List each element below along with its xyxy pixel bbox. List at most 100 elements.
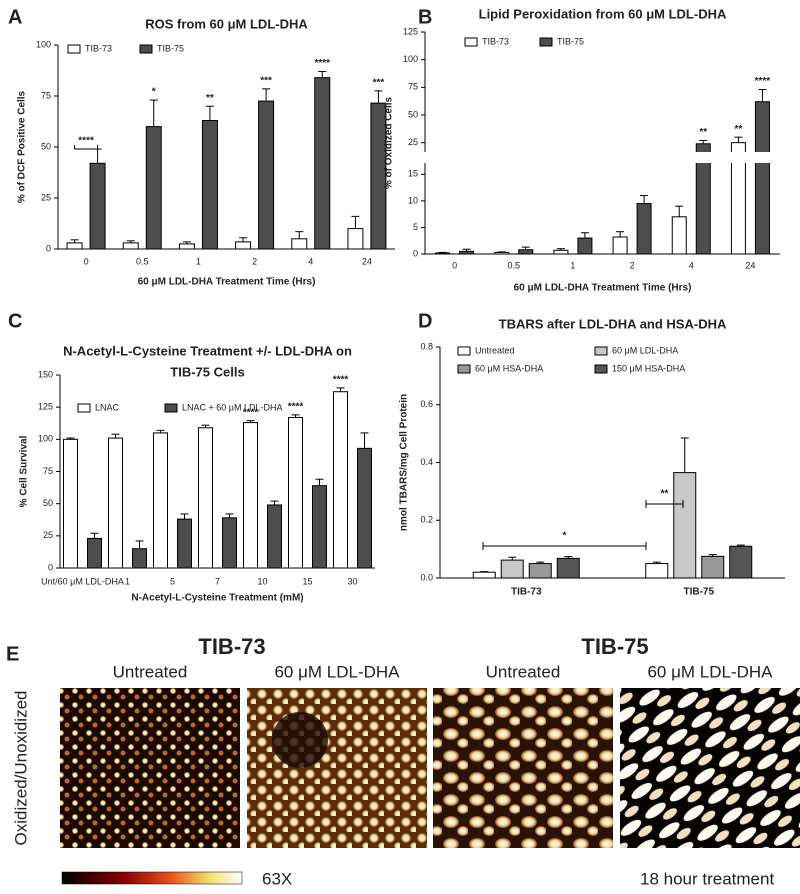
bar xyxy=(577,237,593,255)
bar xyxy=(222,517,237,569)
legend-label: TIB-75 xyxy=(157,43,184,53)
bar xyxy=(243,422,258,569)
significance: ** xyxy=(735,124,743,135)
note: 18 hour treatment xyxy=(640,869,774,888)
y-tick-label: 15 xyxy=(408,169,418,179)
image-label: Untreated xyxy=(486,662,561,681)
bar xyxy=(518,249,534,255)
bar xyxy=(500,559,524,579)
bar xyxy=(312,485,327,569)
micrograph xyxy=(60,688,240,848)
y-tick-label: 0.0 xyxy=(420,572,433,582)
bracket xyxy=(482,542,647,550)
legend-label: TIB-75 xyxy=(557,36,584,46)
legend-swatch xyxy=(139,44,153,54)
y-tick-label: 0.8 xyxy=(420,341,433,351)
panel-letter: B xyxy=(418,6,432,28)
bar xyxy=(198,427,213,569)
x-axis-label: 60 μM LDL-DHA Treatment Time (Hrs) xyxy=(138,277,316,288)
group-title: TIB-73 xyxy=(198,634,265,659)
bar xyxy=(357,447,372,569)
x-tick-label: Unt/60 μM LDL-DHA xyxy=(41,576,124,586)
y-axis-label: % of Oxidized Cells xyxy=(384,96,395,189)
bar xyxy=(132,548,147,569)
micrograph xyxy=(620,688,800,848)
micrograph xyxy=(433,688,613,848)
y-tick-label: 25 xyxy=(43,530,53,540)
bar xyxy=(267,504,282,569)
panel-letter: C xyxy=(8,310,22,332)
bar xyxy=(87,537,102,569)
panel-letter: A xyxy=(8,6,22,28)
bar xyxy=(472,571,496,579)
x-tick-label: 4 xyxy=(308,256,313,266)
bar xyxy=(754,101,770,255)
significance: *** xyxy=(260,76,272,87)
x-axis-label: N-Acetyl-L-Cysteine Treatment (mM) xyxy=(131,593,303,604)
panel-letter: E xyxy=(6,643,19,665)
legend-label: Untreated xyxy=(475,345,515,355)
significance: ** xyxy=(661,489,669,500)
y-tick-label: 75 xyxy=(43,466,53,476)
significance: *** xyxy=(373,78,385,89)
bar xyxy=(645,563,669,579)
legend-label: TIB-73 xyxy=(482,36,509,46)
legend-swatch xyxy=(539,37,553,47)
image-label: Untreated xyxy=(113,662,188,681)
significance: **** xyxy=(755,76,771,87)
y-tick-label: 0 xyxy=(48,562,53,572)
bar xyxy=(63,438,78,569)
bar xyxy=(612,236,628,255)
legend-label: 60 μM HSA-DHA xyxy=(475,363,543,373)
legend-swatch xyxy=(594,364,608,374)
x-tick-label: 2 xyxy=(630,260,635,270)
bar xyxy=(729,545,753,579)
significance: **** xyxy=(288,402,304,413)
y-tick-label: 50 xyxy=(408,109,418,119)
y-tick-label: 50 xyxy=(43,498,53,508)
bar xyxy=(122,242,139,250)
y-tick-label: 50 xyxy=(41,141,51,151)
significance: **** xyxy=(333,375,349,386)
x-tick-label: 1 xyxy=(196,256,201,266)
bar xyxy=(314,77,331,250)
x-tick-label: 0 xyxy=(452,260,457,270)
bar xyxy=(347,228,364,250)
y-axis-label: nmol TBARS/mg Cell Protein xyxy=(399,394,410,531)
legend-label: LNAC xyxy=(95,402,120,412)
micrograph xyxy=(247,688,427,848)
legend-swatch xyxy=(457,346,471,356)
y-tick-label: 0 xyxy=(413,248,418,258)
y-tick-label: 25 xyxy=(408,137,418,147)
bar xyxy=(671,216,687,255)
legend-label: LNAC + 60 μM LDL-DHA xyxy=(182,402,282,412)
panel-e: E TIB-73 TIB-75 Untreated 60 μM LDL-DHA … xyxy=(6,634,800,888)
bar xyxy=(177,518,192,569)
y-tick-label: 75 xyxy=(41,90,51,100)
panel-letter: D xyxy=(418,310,432,332)
bar xyxy=(291,238,308,250)
x-tick-label: 4 xyxy=(689,260,694,270)
x-tick-label: 7 xyxy=(215,576,220,586)
y-tick-label: 150 xyxy=(38,369,53,379)
x-tick-label: 1 xyxy=(125,576,130,586)
legend-swatch xyxy=(164,403,178,413)
chart-title: N-Acetyl-L-Cysteine Treatment +/- LDL-DH… xyxy=(63,343,352,358)
legend-label: 150 μM HSA-DHA xyxy=(612,363,685,373)
y-axis-label: % of DCF Positive Cells xyxy=(17,90,28,203)
chart-title: ROS from 60 μM LDL-DHA xyxy=(145,16,308,31)
x-tick-label: 30 xyxy=(347,576,357,586)
x-tick-label: TIB-75 xyxy=(683,587,714,598)
bracket xyxy=(74,145,99,150)
significance: * xyxy=(563,531,567,542)
significance: **** xyxy=(243,407,259,418)
x-tick-label: 1 xyxy=(570,260,575,270)
bar xyxy=(108,437,123,569)
image-label: 60 μM LDL-DHA xyxy=(647,662,773,681)
y-tick-label: 5 xyxy=(413,222,418,232)
x-axis-label: 60 μM LDL-DHA Treatment Time (Hrs) xyxy=(514,283,692,294)
x-tick-label: 24 xyxy=(745,260,755,270)
x-tick-label: 5 xyxy=(170,576,175,586)
x-tick-label: 24 xyxy=(362,256,372,266)
